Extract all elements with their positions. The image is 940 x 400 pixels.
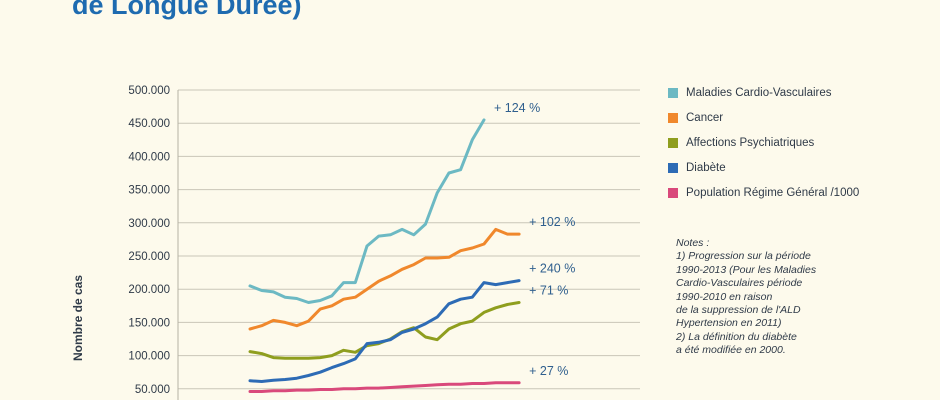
- y-tick-label: 150.000: [128, 317, 170, 329]
- legend-swatch: [668, 113, 678, 123]
- notes-line: Cardio-Vasculaires période: [676, 277, 803, 290]
- series-annotation: + 71 %: [529, 283, 568, 297]
- series-annotation: + 124 %: [494, 101, 540, 115]
- y-tick-label: 200.000: [128, 284, 170, 296]
- legend-item: Maladies Cardio-Vasculaires: [668, 86, 928, 101]
- notes-line: a été modifiée en 2000.: [676, 344, 786, 357]
- legend-label: Cancer: [686, 112, 724, 124]
- page-title: de Longue Durée): [72, 0, 302, 20]
- notes-line: 1) Progression sur la période: [676, 250, 811, 263]
- series-line: [248, 301, 521, 360]
- y-tick-label: 350.000: [128, 185, 170, 197]
- y-tick-label: 400.000: [128, 151, 170, 163]
- series-line: [248, 118, 486, 304]
- series-annotation: + 27 %: [529, 364, 568, 378]
- y-tick-label: 50.000: [135, 384, 170, 396]
- notes-line: 1990-2013 (Pour les Maladies: [676, 263, 817, 276]
- series-annotation: + 102 %: [529, 215, 575, 229]
- series-line: [248, 227, 521, 331]
- legend-label: Population Régime Général /1000: [686, 187, 860, 199]
- legend-item: Population Régime Général /1000: [668, 186, 928, 201]
- series-line: [248, 279, 521, 383]
- notes-line: 1990-2010 en raison: [676, 290, 773, 303]
- series-line: [248, 381, 521, 393]
- y-tick-label: 450.000: [128, 118, 170, 130]
- y-tick-label: 250.000: [128, 251, 170, 263]
- notes-line: de la suppression de l'ALD: [676, 304, 801, 317]
- y-tick-label: 100.000: [128, 351, 170, 363]
- legend: Maladies Cardio-Vasculaires Cancer Affec…: [668, 86, 928, 211]
- legend-label: Affections Psychiatriques: [686, 137, 815, 149]
- series-annotation: + 240 %: [529, 262, 575, 276]
- legend-item: Affections Psychiatriques: [668, 136, 928, 151]
- legend-swatch: [668, 88, 678, 98]
- notes-heading: Notes :: [676, 237, 710, 249]
- y-axis-label: Nombre de cas: [71, 274, 85, 362]
- chart-notes: Notes : 1) Progression sur la période 19…: [676, 237, 876, 358]
- legend-label: Diabète: [686, 162, 726, 174]
- y-tick-label: 500.000: [128, 85, 170, 97]
- notes-line: Hypertension en 2011): [676, 317, 782, 330]
- notes-line: 2) La définition du diabète: [676, 330, 797, 343]
- legend-item: Cancer: [668, 111, 928, 126]
- legend-swatch: [668, 138, 678, 148]
- legend-label: Maladies Cardio-Vasculaires: [686, 87, 832, 99]
- legend-swatch: [668, 188, 678, 198]
- legend-item: Diabète: [668, 161, 928, 176]
- y-tick-label: 300.000: [128, 218, 170, 230]
- legend-swatch: [668, 163, 678, 173]
